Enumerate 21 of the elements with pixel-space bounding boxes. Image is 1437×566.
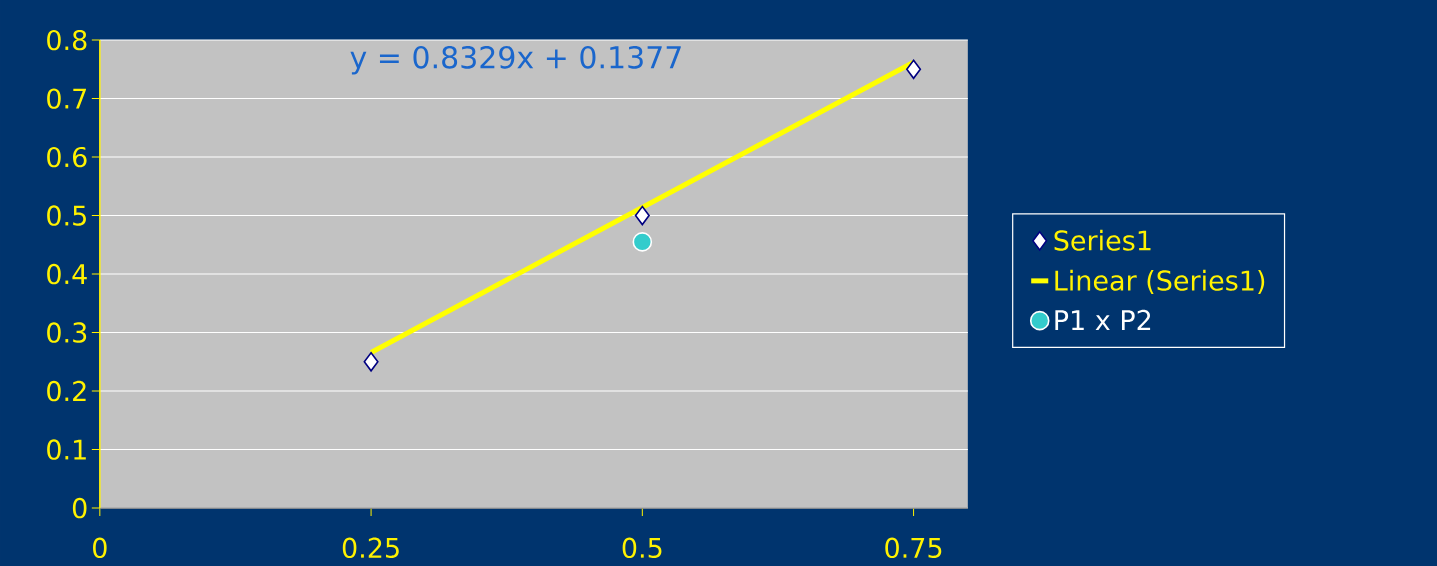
x-tick-label: 0.25 — [342, 537, 399, 559]
y-tick-label: 0.8 — [47, 29, 87, 51]
point — [363, 352, 379, 372]
y-tick-label: 0.6 — [47, 146, 87, 168]
x-tick-label: 0.75 — [885, 537, 942, 559]
y-tick-label: 0.5 — [47, 205, 86, 226]
y-tick-label: 0 — [72, 497, 87, 519]
x-tick-label: 0.5 — [622, 537, 662, 559]
y-tick-label: 0.2 — [47, 380, 86, 402]
y-tick-label: 0.1 — [47, 439, 86, 460]
y-tick-label: 0.7 — [47, 88, 86, 109]
y-tick-label: 0.3 — [47, 322, 87, 343]
point — [632, 232, 653, 252]
x-tick-label: 0 — [93, 537, 107, 559]
legend-label: P1 x P2 — [1055, 309, 1151, 330]
legend-label: Linear (Series1) — [1055, 269, 1265, 294]
point — [634, 205, 650, 226]
annotation: y = 0.8329x + 0.1377 — [350, 45, 681, 75]
legend-label: Series1 — [1054, 229, 1151, 251]
y-tick-label: 0.4 — [47, 263, 87, 285]
point — [906, 59, 922, 80]
